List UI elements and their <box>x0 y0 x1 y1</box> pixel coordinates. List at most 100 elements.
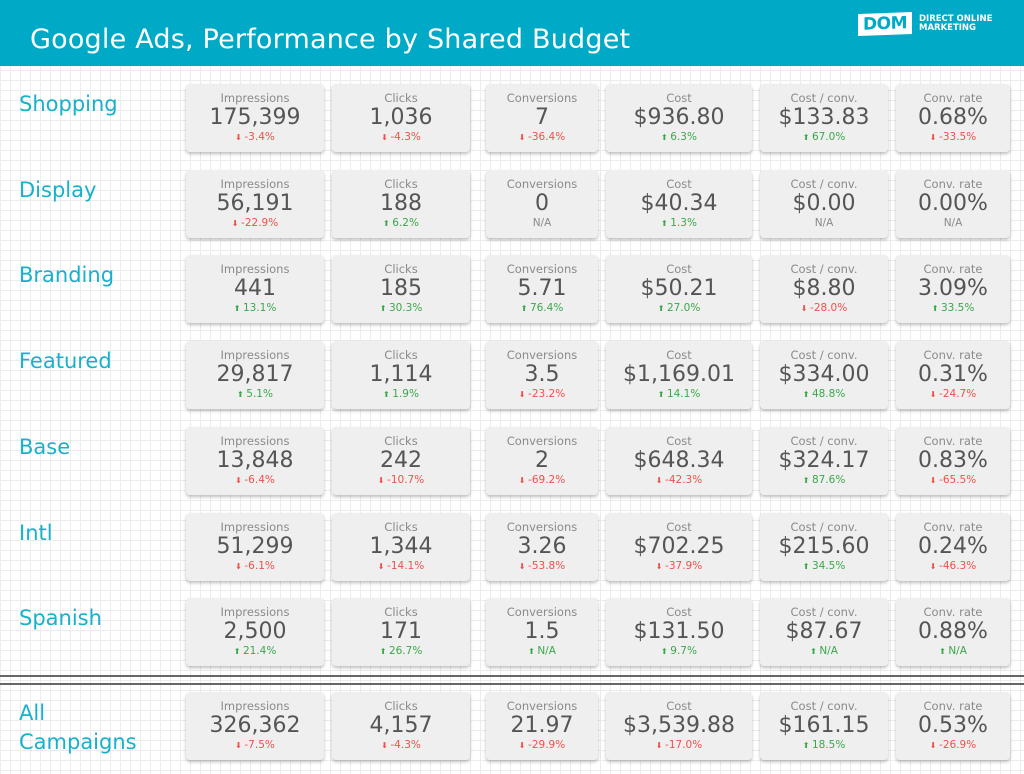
change-value: 30.3% <box>388 302 423 314</box>
arrow-down-icon: ⬇ <box>929 562 940 571</box>
arrow-up-icon: ⬆ <box>657 304 667 313</box>
metric-value: 326,362 <box>209 713 301 738</box>
metric-label: Conversions <box>506 348 578 362</box>
arrow-down-icon: ⬇ <box>518 562 529 571</box>
metric-change: ⬆ 5.1% <box>186 388 324 401</box>
change-value: -42.3% <box>665 474 703 486</box>
metric-change: ⬇ -29.9% <box>486 739 598 752</box>
page-title: Google Ads, Performance by Shared Budget <box>30 24 631 55</box>
change-value: -23.2% <box>528 388 566 400</box>
metric-change: ⬇ -6.4% <box>186 474 324 487</box>
scorecard-impressions: Impressions 56,191 ⬇ -22.9% <box>186 170 324 238</box>
row-label-line: Campaigns <box>19 730 137 754</box>
arrow-up-icon: ⬆ <box>528 647 538 656</box>
arrow-down-icon: ⬇ <box>381 741 391 750</box>
change-value: 6.3% <box>670 131 697 143</box>
metric-label: Cost <box>666 91 692 105</box>
row-label-line: All <box>19 701 46 725</box>
arrow-up-icon: ⬆ <box>802 390 812 399</box>
arrow-down-icon: ⬇ <box>929 133 940 142</box>
metric-change: ⬇ -17.0% <box>606 739 752 752</box>
metric-value: 0.00% <box>918 191 988 216</box>
metric-change: ⬆ 33.5% <box>896 302 1010 315</box>
metric-label: Cost / conv. <box>790 699 858 713</box>
row-label-all-campaigns: All Campaigns <box>19 699 137 757</box>
logo-text-line: DIRECT ONLINE <box>918 14 993 24</box>
logo-mark: DOM <box>858 12 912 36</box>
change-value: -14.1% <box>387 560 425 572</box>
scorecard-clicks: Clicks 1,114 ⬆ 1.9% <box>332 341 470 409</box>
metric-change: ⬆ 13.1% <box>186 302 324 315</box>
change-value: -26.9% <box>939 739 977 751</box>
metric-value: 5.71 <box>517 276 567 301</box>
scorecard-impressions: Impressions 326,362 ⬇ -7.5% <box>186 692 324 760</box>
scorecard-cost-conv: Cost / conv. $215.60 ⬆ 34.5% <box>760 513 888 581</box>
metric-value: $0.00 <box>792 191 856 216</box>
arrow-down-icon: ⬇ <box>518 741 529 750</box>
metric-change: ⬆ 67.0% <box>760 131 888 144</box>
metric-change: ⬆ 6.3% <box>606 131 752 144</box>
metric-change: ⬇ -28.0% <box>760 302 888 315</box>
scorecard-conv-rate: Conv. rate 0.24% ⬇ -46.3% <box>896 513 1010 581</box>
scorecard-conv-rate: Conv. rate 0.83% ⬇ -65.5% <box>896 427 1010 495</box>
change-value: 67.0% <box>811 131 846 143</box>
metric-change: ⬆ 76.4% <box>486 302 598 315</box>
change-value: -24.7% <box>939 388 977 400</box>
metric-change: ⬇ -46.3% <box>896 560 1010 573</box>
metric-label: Cost / conv. <box>790 177 858 191</box>
metric-value: $8.80 <box>792 276 856 301</box>
arrow-down-icon: ⬇ <box>655 476 666 485</box>
arrow-down-icon: ⬇ <box>518 133 529 142</box>
arrow-up-icon: ⬆ <box>802 133 812 142</box>
metric-change: ⬆ 21.4% <box>186 645 324 658</box>
metric-value: 2,500 <box>223 619 287 644</box>
scorecard-impressions: Impressions 2,500 ⬆ 21.4% <box>186 598 324 666</box>
metric-label: Conversions <box>506 91 578 105</box>
change-value: -28.0% <box>810 302 848 314</box>
metric-value: $161.15 <box>778 713 870 738</box>
change-value: 21.4% <box>242 645 277 657</box>
metric-change: ⬆ 30.3% <box>332 302 470 315</box>
scorecard-conversions: Conversions 3.26 ⬇ -53.8% <box>486 513 598 581</box>
arrow-up-icon: ⬆ <box>237 390 247 399</box>
metric-label: Clicks <box>384 348 418 362</box>
change-value: N/A <box>532 217 552 229</box>
change-value: 1.3% <box>670 217 697 229</box>
metric-label: Conv. rate <box>923 91 983 105</box>
arrow-up-icon: ⬆ <box>931 304 941 313</box>
metric-change: ⬆ N/A <box>486 645 598 658</box>
metric-value: $648.34 <box>633 448 725 473</box>
arrow-down-icon: ⬇ <box>381 133 391 142</box>
scorecard-conv-rate: Conv. rate 0.00% N/A <box>896 170 1010 238</box>
metric-label: Cost / conv. <box>790 348 858 362</box>
metric-label: Impressions <box>220 699 290 713</box>
metric-label: Conversions <box>506 699 578 713</box>
metric-value: 185 <box>380 276 422 301</box>
arrow-down-icon: ⬇ <box>231 219 242 228</box>
metric-change: ⬆ N/A <box>760 645 888 658</box>
scorecard-clicks: Clicks 1,344 ⬇ -14.1% <box>332 513 470 581</box>
metric-label: Cost <box>666 520 692 534</box>
arrow-down-icon: ⬇ <box>235 476 245 485</box>
scorecard-cost: Cost $131.50 ⬆ 9.7% <box>606 598 752 666</box>
metric-change: N/A <box>760 217 888 230</box>
scorecard-impressions: Impressions 175,399 ⬇ -3.4% <box>186 84 324 152</box>
scorecard-cost: Cost $1,169.01 ⬆ 14.1% <box>606 341 752 409</box>
metric-label: Conversions <box>506 262 578 276</box>
metric-label: Conv. rate <box>923 177 983 191</box>
row-label-shopping: Shopping <box>19 92 118 116</box>
metric-value: $133.83 <box>778 105 870 130</box>
metric-label: Cost / conv. <box>790 434 858 448</box>
metric-value: $324.17 <box>778 448 870 473</box>
metric-value: 4,157 <box>369 713 433 738</box>
metric-label: Impressions <box>220 605 290 619</box>
arrow-up-icon: ⬆ <box>810 647 820 656</box>
row-label-featured: Featured <box>19 349 112 374</box>
scorecard-conversions: Conversions 0 N/A <box>486 170 598 238</box>
metric-value: $1,169.01 <box>623 362 735 387</box>
metric-label: Impressions <box>220 348 290 362</box>
arrow-up-icon: ⬆ <box>233 647 243 656</box>
metric-change: ⬇ -65.5% <box>896 474 1010 487</box>
arrow-up-icon: ⬆ <box>520 304 530 313</box>
metric-label: Impressions <box>220 91 290 105</box>
